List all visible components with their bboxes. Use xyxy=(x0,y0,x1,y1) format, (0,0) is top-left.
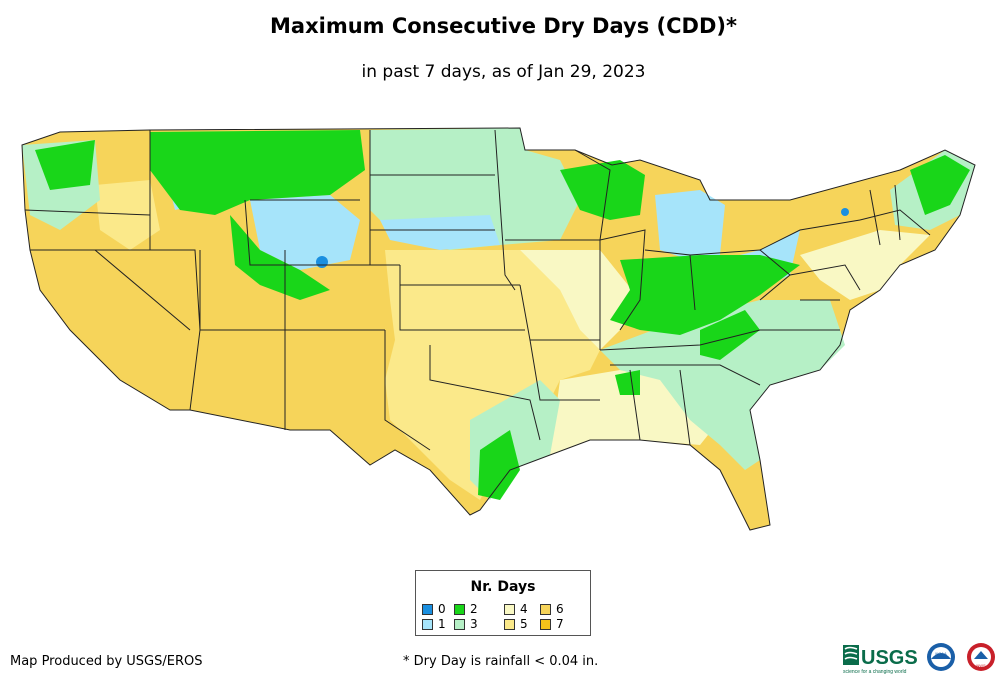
legend-label-3: 3 xyxy=(470,617,478,631)
agency-logos: USGS science for a changing world NOAA N… xyxy=(843,643,995,675)
legend-label-1: 1 xyxy=(438,617,446,631)
legend-swatch-3 xyxy=(454,619,465,630)
region-texas-gulf-2 xyxy=(478,430,520,500)
region-maine-2 xyxy=(910,155,970,215)
usgs-tagline: science for a changing world xyxy=(843,669,907,675)
region-washington-2 xyxy=(35,140,95,190)
region-great-lakes-1 xyxy=(655,190,725,260)
usgs-logo-text: USGS xyxy=(861,647,918,669)
nws-logo: NWS xyxy=(967,643,995,671)
legend-swatch-0 xyxy=(422,604,433,615)
legend-swatch-4 xyxy=(504,604,515,615)
legend-label-7: 7 xyxy=(556,617,564,631)
region-plains-5 xyxy=(385,250,600,500)
footnote-text: * Dry Day is rainfall < 0.04 in. xyxy=(403,654,599,669)
usgs-logo: USGS science for a changing world xyxy=(843,645,918,675)
legend-swatch-6 xyxy=(540,604,551,615)
legend-swatch-1 xyxy=(422,619,433,630)
legend-label-4: 4 xyxy=(520,602,528,616)
region-zero-colorado xyxy=(316,256,328,268)
region-wyoming-1 xyxy=(250,195,360,270)
noaa-logo: NOAA xyxy=(927,643,955,671)
region-virginia-2 xyxy=(700,310,760,360)
region-rockies-2 xyxy=(230,215,330,300)
region-midwest-1 xyxy=(380,215,500,250)
nws-logo-text: NWS xyxy=(976,663,986,668)
legend-label-6: 6 xyxy=(556,602,564,616)
region-alabama-2 xyxy=(615,370,640,395)
region-southeast-3 xyxy=(600,300,845,470)
region-ohio-valley-2 xyxy=(610,255,800,335)
legend-swatch-2 xyxy=(454,604,465,615)
map-subtitle: in past 7 days, as of Jan 29, 2023 xyxy=(361,62,646,82)
region-pale-4 xyxy=(520,250,640,350)
region-wisconsin-2 xyxy=(560,160,645,220)
us-cdd-map xyxy=(21,127,976,531)
legend-swatch-7 xyxy=(540,619,551,630)
noaa-logo-text: NOAA xyxy=(935,651,947,656)
legend-swatch-5 xyxy=(504,619,515,630)
credit-text: Map Produced by USGS/EROS xyxy=(10,654,203,669)
legend-title: Nr. Days xyxy=(470,579,536,595)
map-title: Maximum Consecutive Dry Days (CDD)* xyxy=(270,14,737,38)
state-borders xyxy=(21,127,976,531)
legend-label-2: 2 xyxy=(470,602,478,616)
legend-label-5: 5 xyxy=(520,617,528,631)
legend-label-0: 0 xyxy=(438,602,446,616)
region-northeast-4 xyxy=(800,230,930,300)
region-montana-2 xyxy=(150,130,365,215)
region-idaho-5 xyxy=(95,180,160,250)
region-zero-michigan xyxy=(841,208,849,216)
